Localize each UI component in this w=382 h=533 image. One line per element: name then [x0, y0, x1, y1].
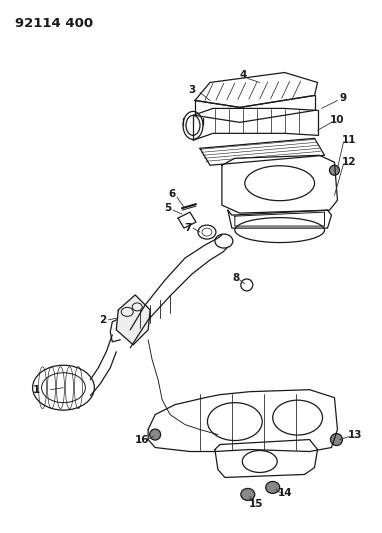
Ellipse shape [330, 433, 342, 446]
Text: 5: 5 [165, 203, 172, 213]
Text: 15: 15 [249, 499, 263, 510]
Text: 16: 16 [135, 434, 149, 445]
Ellipse shape [241, 488, 255, 500]
Ellipse shape [150, 429, 160, 440]
Text: 9: 9 [340, 93, 347, 103]
Text: 3: 3 [188, 85, 196, 95]
Text: 92114 400: 92114 400 [15, 17, 93, 30]
Text: 14: 14 [277, 488, 292, 498]
Text: 1: 1 [33, 385, 40, 394]
Text: 7: 7 [185, 223, 192, 233]
Text: 12: 12 [342, 157, 357, 167]
Text: 8: 8 [232, 273, 240, 283]
Text: 6: 6 [168, 189, 176, 199]
Polygon shape [116, 295, 150, 345]
Text: 4: 4 [239, 70, 246, 80]
Ellipse shape [266, 481, 280, 494]
Ellipse shape [330, 165, 340, 175]
Text: 10: 10 [330, 115, 345, 125]
Text: 2: 2 [99, 315, 106, 325]
Text: 11: 11 [342, 135, 357, 146]
Text: 13: 13 [348, 430, 363, 440]
